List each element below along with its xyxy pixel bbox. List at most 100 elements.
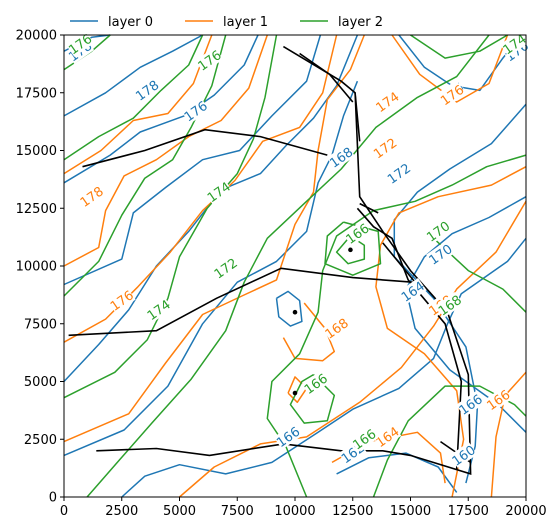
contour-label-group: 176 bbox=[195, 46, 225, 75]
contour-line-layer-0 bbox=[63, 34, 203, 117]
contour-line-layer-2 bbox=[324, 221, 382, 276]
legend-label: layer 1 bbox=[223, 15, 268, 30]
contour-line-layer-2 bbox=[86, 34, 490, 498]
contour-label-bg bbox=[500, 30, 529, 57]
boundary-line bbox=[356, 207, 463, 470]
boundary-line bbox=[96, 45, 472, 475]
legend-label: layer 2 bbox=[338, 15, 383, 30]
contour-line-layer-2 bbox=[410, 34, 508, 59]
contour-line-layer-1 bbox=[63, 34, 269, 267]
y-tick-label: 17500 bbox=[16, 86, 57, 101]
contour-label-group: 176 bbox=[107, 287, 137, 315]
contour-line-layer-2 bbox=[289, 373, 336, 424]
boundary-line bbox=[359, 202, 379, 214]
contour-line-layer-2 bbox=[63, 34, 227, 297]
y-tick-label: 10000 bbox=[16, 260, 57, 275]
contour-line-layer-2 bbox=[63, 34, 204, 161]
contour-label-bg bbox=[322, 314, 351, 342]
contour-line-layer-2 bbox=[372, 385, 527, 498]
contour-label: 178 bbox=[133, 78, 162, 105]
contour-label-bg bbox=[423, 217, 453, 245]
contour-line-layer-0 bbox=[121, 237, 527, 498]
contour-label-group: 166 bbox=[342, 220, 373, 248]
y-tick-label: 20000 bbox=[16, 29, 57, 44]
contour-label-bg bbox=[132, 76, 162, 104]
boundary-line bbox=[382, 242, 416, 283]
contour-label: 172 bbox=[371, 136, 400, 163]
contour-label-bg bbox=[372, 423, 402, 450]
contour-label-bg bbox=[370, 134, 399, 161]
contour-label-group: 170 bbox=[423, 217, 453, 246]
contour-line-layer-1 bbox=[490, 371, 527, 498]
y-tick-label: 5000 bbox=[24, 375, 57, 390]
y-tick-label: 12500 bbox=[16, 202, 57, 217]
contour-label-bg bbox=[211, 254, 240, 281]
contour-label: 164 bbox=[399, 279, 428, 306]
contour-label-bg bbox=[342, 220, 372, 247]
contour-label-bg bbox=[437, 81, 466, 108]
contour-label: 166 bbox=[302, 371, 331, 398]
x-tick-label: 15000 bbox=[390, 504, 431, 519]
contour-line-layer-1 bbox=[375, 166, 527, 498]
contour-label-group: 176 bbox=[437, 81, 467, 109]
contour-label-group: 166 bbox=[273, 423, 303, 451]
contour-label-bg bbox=[204, 178, 233, 205]
contour-line-layer-0 bbox=[63, 34, 322, 286]
contour-label-bg bbox=[107, 287, 136, 314]
contour-label: 166 bbox=[274, 424, 303, 451]
contour-label: 176 bbox=[196, 48, 225, 75]
contour-line-layer-2 bbox=[335, 235, 366, 265]
boundary-line bbox=[299, 52, 354, 103]
x-tick-label: 7500 bbox=[221, 504, 254, 519]
contour-label-group: 172 bbox=[384, 160, 414, 188]
contour-label-group: 174 bbox=[144, 296, 174, 324]
contour-line-layer-1 bbox=[282, 302, 336, 362]
contour-label-bg bbox=[273, 423, 302, 450]
contour-line-layer-0 bbox=[63, 34, 259, 184]
x-axis: 0 2500 5000 7500 10000 12500 15000 17500 20000 bbox=[60, 497, 547, 519]
y-axis: 0 2500 5000 7500 10000 12500 15000 17500 20000 bbox=[16, 29, 64, 506]
x-tick-label: 0 bbox=[60, 504, 68, 519]
contour-label-bg bbox=[65, 30, 95, 57]
contour-label-bg bbox=[349, 425, 379, 452]
contour-label: 168 bbox=[323, 316, 352, 343]
boundary-line bbox=[68, 267, 413, 337]
y-tick-label: 7500 bbox=[24, 317, 57, 332]
contour-line-layer-1 bbox=[63, 34, 213, 175]
contour-line-layer-0 bbox=[275, 290, 303, 327]
contour-label: 174 bbox=[145, 297, 174, 324]
contour-label-group: 166 bbox=[301, 370, 331, 398]
x-tick-label: 5000 bbox=[163, 504, 196, 519]
contour-label-bg bbox=[144, 296, 173, 323]
boundary-line bbox=[82, 128, 328, 168]
contour-label-bg bbox=[435, 291, 464, 318]
contour-label: 170 bbox=[424, 219, 453, 246]
contour-label: 176 bbox=[182, 99, 211, 126]
contour-label-group: 168 bbox=[322, 314, 352, 343]
boundary-line bbox=[354, 92, 361, 142]
contour-label-group: 176 bbox=[181, 97, 211, 126]
contour-label: 166 bbox=[344, 221, 373, 248]
boundary-lines bbox=[68, 45, 472, 475]
contour-label-group: 172 bbox=[211, 254, 241, 282]
contour-label-bg bbox=[384, 160, 413, 187]
contour-label-bg bbox=[195, 46, 224, 74]
legend-label: layer 0 bbox=[108, 15, 153, 30]
contour-line-layer-1 bbox=[63, 34, 365, 443]
contour-label-group: 168 bbox=[326, 143, 356, 171]
contour-line-layer-0 bbox=[63, 80, 359, 457]
contour-label-bg bbox=[398, 277, 427, 305]
contour-label-bg bbox=[181, 97, 210, 124]
x-tick-label: 10000 bbox=[274, 504, 315, 519]
contour-label-group: 170 bbox=[426, 240, 456, 268]
x-tick-label: 12500 bbox=[332, 504, 373, 519]
contour-label-group: 178 bbox=[132, 76, 162, 105]
boundary-point bbox=[292, 309, 298, 315]
contour-label-bg bbox=[426, 240, 455, 268]
contour-label: 172 bbox=[385, 161, 414, 188]
y-tick-label: 2500 bbox=[24, 433, 57, 448]
contour-label-group: 160 bbox=[449, 441, 479, 469]
boundary-point bbox=[348, 247, 353, 253]
contour-label-bg bbox=[77, 183, 106, 210]
